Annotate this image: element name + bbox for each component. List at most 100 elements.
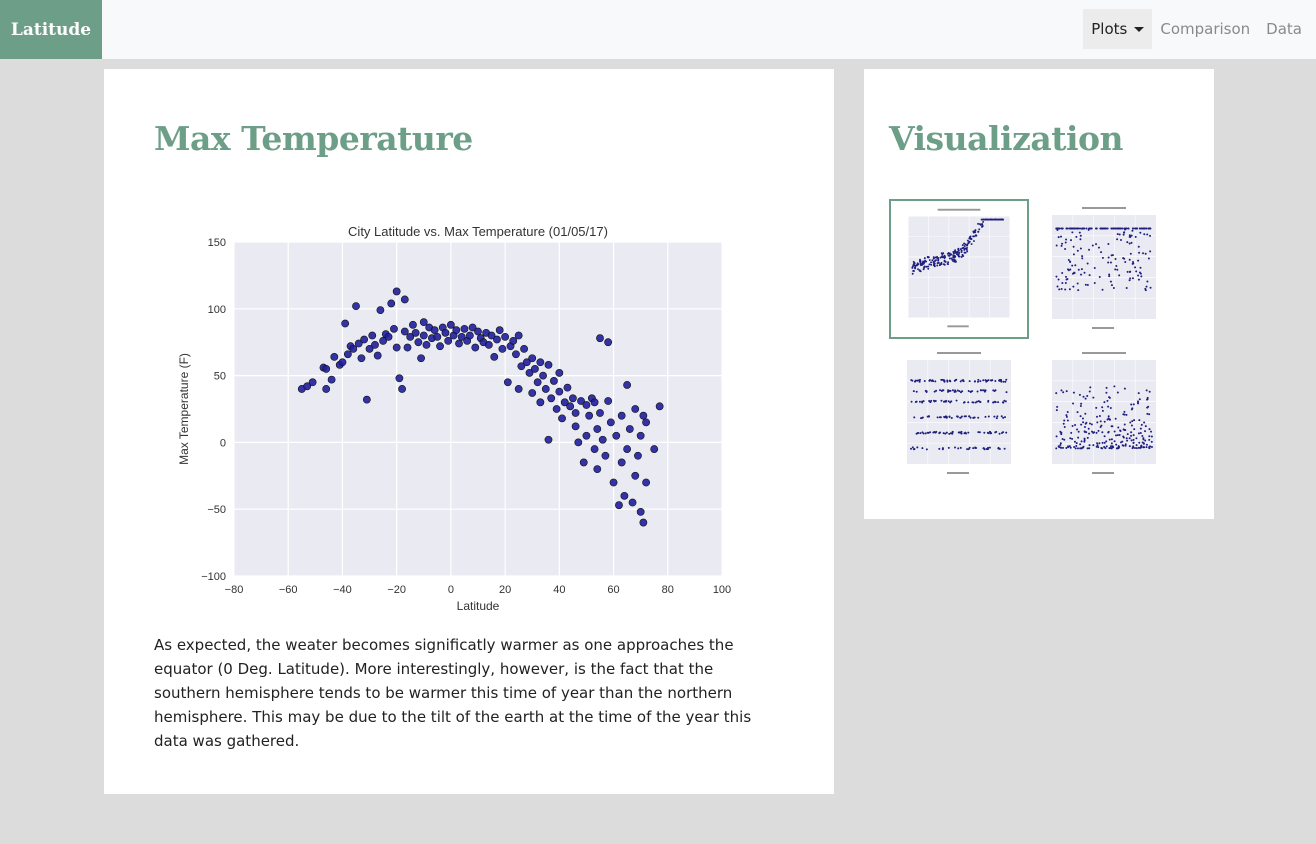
scatter-point [568,394,577,403]
thumb-point [1109,280,1112,283]
thumb-point [1095,406,1098,409]
scatter-point [441,328,450,337]
thumb-point [1000,432,1003,435]
thumb-point [1077,436,1080,439]
thumb-point [1107,242,1110,245]
thumb-point [1061,446,1064,449]
nav-data-link[interactable]: Data [1266,20,1302,38]
thumb-point [1062,391,1065,394]
thumb-point [1079,247,1082,250]
thumb-point [921,431,924,434]
thumb-point [954,255,957,258]
thumb-point [942,389,945,392]
thumb-point [987,400,990,403]
thumb-cloudiness[interactable] [889,344,1029,484]
thumb-point [933,390,936,393]
thumb-point [988,218,991,221]
thumb-point [941,448,944,451]
scatter-point [501,332,510,341]
thumb-point [1002,416,1005,419]
thumb-point [1079,447,1082,450]
y-tick-label: −50 [207,504,226,516]
thumb-point [972,416,975,419]
thumb-point [956,389,959,392]
thumb-point [977,431,980,434]
thumb-point [931,259,934,262]
thumb-point [910,400,913,403]
thumb-point [1088,274,1091,277]
thumb-point [1122,231,1125,234]
thumb-point [1069,446,1072,449]
thumb-point [1088,227,1091,230]
thumb-point [1116,238,1119,241]
scatter-point [655,402,664,411]
thumb-point [1069,437,1072,440]
thumb-max-temperature[interactable] [889,199,1029,339]
scatter-point [609,478,618,487]
thumb-point [1111,254,1114,257]
scatter-point [436,342,444,351]
scatter-point [349,344,358,353]
thumb-point [951,430,954,433]
scatter-point [596,334,604,343]
thumb-wind-speed[interactable] [1034,344,1174,484]
thumb-point [1137,274,1140,277]
thumb-point [1128,235,1131,238]
scatter-point [343,350,352,359]
thumb-max-temperature-plot [908,208,1010,328]
scatter-point [387,299,396,308]
thumb-point [1118,227,1121,230]
thumb-point [1100,251,1103,254]
thumb-point [932,256,935,259]
thumb-humidity-plot [1052,207,1156,329]
scatter-point [409,320,417,329]
thumb-point [951,432,954,435]
thumb-point [1108,396,1111,399]
thumb-point [1117,445,1120,448]
thumb-point [1086,436,1089,439]
thumb-point [1059,235,1062,238]
thumb-point [1084,397,1087,400]
thumb-point [1095,243,1098,246]
thumb-point [927,267,930,270]
thumb-point [1128,242,1131,245]
thumb-point [946,379,949,382]
nav-comparison-link[interactable]: Comparison [1160,20,1251,38]
scatter-point [541,385,550,393]
thumb-point [1075,235,1078,238]
scatter-point [322,385,331,393]
scatter-point [365,344,374,353]
scatter-point [468,323,477,332]
scatter-point [373,351,382,360]
scatter-point [474,327,482,336]
thumb-point [1055,244,1058,247]
scatter-point [566,402,575,411]
scatter-point [628,498,637,507]
thumb-point [957,431,960,434]
thumb-point [979,400,982,403]
thumb-point [970,243,973,246]
nav-plots-dropdown[interactable]: Plots [1083,9,1153,49]
thumb-point [910,379,913,382]
thumb-point [942,256,945,258]
thumb-point [1130,434,1133,437]
scatter-point [590,398,599,407]
scatter-point [642,418,650,427]
scatter-point [536,398,545,407]
thumb-point [1130,234,1133,237]
scatter-point [625,425,634,433]
thumb-point [947,389,950,392]
thumb-point [1060,389,1063,392]
scatter-point [585,411,594,420]
thumb-point [1106,399,1109,402]
scatter-point [577,397,585,405]
thumb-point [995,218,998,221]
thumb-point [944,400,947,403]
thumb-humidity[interactable] [1034,199,1174,339]
thumb-point [1108,418,1111,421]
thumb-point [1000,378,1003,381]
scatter-point [406,332,415,341]
thumb-point [1065,415,1068,418]
thumb-point [977,230,980,233]
brand-logo[interactable]: Latitude [0,0,102,59]
